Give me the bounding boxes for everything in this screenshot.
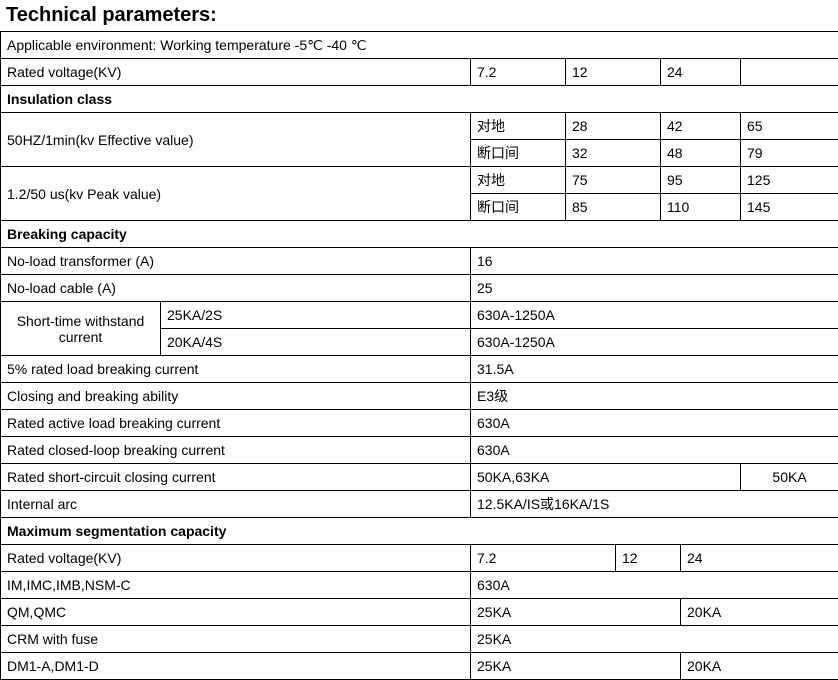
ins-v-3-0: 85 [566, 194, 661, 221]
internal-arc-val: 12.5KA/IS或16KA/1S [471, 491, 838, 518]
insulation-sub-2: 对地 [471, 167, 566, 194]
noload-cable-label: No-load cable (A) [1, 275, 471, 302]
five-percent-val: 31.5A [471, 356, 838, 383]
insulation-header: Insulation class [1, 86, 838, 113]
insulation-50hz-label: 50HZ/1min(kv Effective value) [1, 113, 471, 167]
insulation-1250-label: 1.2/50 us(kv Peak value) [1, 167, 471, 221]
ins-v-1-1: 48 [661, 140, 741, 167]
ins-v-2-1: 95 [661, 167, 741, 194]
ins-v-1-0: 32 [566, 140, 661, 167]
breaking-header: Breaking capacity [1, 221, 838, 248]
rated-closed-label: Rated closed-loop breaking current [1, 437, 471, 464]
max-rated-voltage-label: Rated voltage(KV) [1, 545, 471, 572]
ins-v-0-0: 28 [566, 113, 661, 140]
noload-transformer-val: 16 [471, 248, 838, 275]
rated-active-val: 630A [471, 410, 838, 437]
rated-voltage-empty [741, 59, 838, 86]
rated-voltage-label: Rated voltage(KV) [1, 59, 471, 86]
ins-v-2-0: 75 [566, 167, 661, 194]
ins-v-0-2: 65 [741, 113, 838, 140]
qm-val-0: 25KA [471, 599, 681, 626]
internal-arc-label: Internal arc [1, 491, 471, 518]
insulation-sub-0: 对地 [471, 113, 566, 140]
rated-voltage-v2: 12 [566, 59, 661, 86]
rated-closed-val: 630A [471, 437, 838, 464]
max-seg-header: Maximum segmentation capacity [1, 518, 838, 545]
insulation-sub-1: 断口间 [471, 140, 566, 167]
qm-val-1: 20KA [681, 599, 838, 626]
ins-v-3-2: 145 [741, 194, 838, 221]
closing-ability-val: E3级 [471, 383, 838, 410]
max-rv-2: 24 [681, 545, 838, 572]
ins-v-1-2: 79 [741, 140, 838, 167]
rated-short-label: Rated short-circuit closing current [1, 464, 471, 491]
noload-transformer-label: No-load transformer (A) [1, 248, 471, 275]
tech-params-table: Applicable environment: Working temperat… [0, 31, 838, 680]
rated-active-label: Rated active load breaking current [1, 410, 471, 437]
env-cell: Applicable environment: Working temperat… [1, 32, 838, 59]
im-val: 630A [471, 572, 838, 599]
rated-voltage-v1: 7.2 [471, 59, 566, 86]
max-rv-0: 7.2 [471, 545, 616, 572]
dm-val-0: 25KA [471, 653, 681, 680]
five-percent-label: 5% rated load breaking current [1, 356, 471, 383]
dm-val-1: 20KA [681, 653, 838, 680]
short-time-val-0: 630A-1250A [471, 302, 838, 329]
insulation-sub-3: 断口间 [471, 194, 566, 221]
rated-voltage-v3: 24 [661, 59, 741, 86]
im-label: IM,IMC,IMB,NSM-C [1, 572, 471, 599]
short-time-sub-1: 20KA/4S [161, 329, 471, 356]
noload-cable-val: 25 [471, 275, 838, 302]
rated-short-val-0: 50KA,63KA [471, 464, 741, 491]
max-rv-1: 12 [616, 545, 681, 572]
short-time-sub-0: 25KA/2S [161, 302, 471, 329]
dm-label: DM1-A,DM1-D [1, 653, 471, 680]
ins-v-2-2: 125 [741, 167, 838, 194]
short-time-label: Short-time withstand current [1, 302, 161, 356]
rated-short-val-1: 50KA [741, 464, 838, 491]
ins-v-0-1: 42 [661, 113, 741, 140]
ins-v-3-1: 110 [661, 194, 741, 221]
short-time-val-1: 630A-1250A [471, 329, 838, 356]
closing-ability-label: Closing and breaking ability [1, 383, 471, 410]
page-title: Technical parameters: [6, 4, 838, 27]
qm-label: QM,QMC [1, 599, 471, 626]
